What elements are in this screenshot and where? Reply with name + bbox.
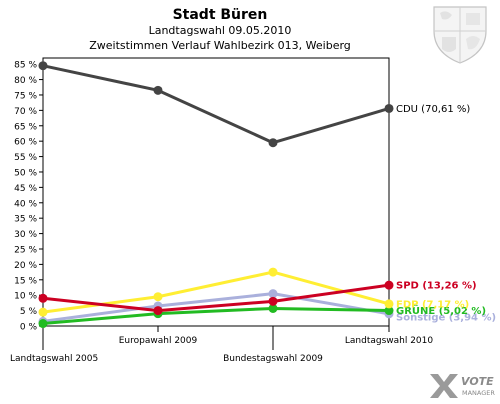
series-end-label: GRÜNE (5,02 %) xyxy=(396,303,486,317)
y-tick-label: 60 % xyxy=(14,138,37,148)
x-tick-label: Landtagswahl 2010 xyxy=(345,336,434,346)
series-end-label: CDU (70,61 %) xyxy=(396,104,470,115)
data-point xyxy=(38,61,48,71)
series-line-spd xyxy=(42,283,390,313)
x-tick-label: Landtagswahl 2005 xyxy=(10,354,98,364)
data-point xyxy=(38,319,48,329)
data-point xyxy=(268,303,278,313)
y-tick-label: 15 % xyxy=(14,276,37,286)
y-tick-label: 40 % xyxy=(14,199,37,209)
data-point xyxy=(384,306,394,316)
y-tick-label: 0 % xyxy=(20,323,38,333)
y-tick-label: 75 % xyxy=(14,91,37,101)
logo-text-manager: MANAGER xyxy=(462,389,495,397)
coat-of-arms-icon xyxy=(433,6,487,64)
y-tick-label: 10 % xyxy=(14,292,37,302)
y-tick-label: 5 % xyxy=(20,307,38,317)
data-point xyxy=(384,103,394,113)
data-point xyxy=(268,296,278,306)
series-layer xyxy=(38,61,394,329)
logo-text-vote: VOTE xyxy=(461,375,494,388)
series-line-grne xyxy=(42,306,390,326)
series-end-label: FDP (7,17 %) xyxy=(396,299,469,310)
data-point xyxy=(38,307,48,317)
series-line-cdu xyxy=(42,64,390,145)
chart-subtitle-date: Landtagswahl 09.05.2010 xyxy=(149,24,292,37)
checkmark-x-icon xyxy=(430,374,458,398)
y-tick-label: 70 % xyxy=(14,107,37,117)
y-axis: 0 % 5 % 10 % 15 % 20 % 25 % 30 % 35 % 40 % 45 % 50… xyxy=(14,61,43,333)
data-point xyxy=(384,280,394,290)
x-axis: Landtagswahl 2005 Europawahl 2009 Bundesta… xyxy=(10,326,433,364)
plot-area xyxy=(42,57,390,327)
y-tick-label: 30 % xyxy=(14,230,37,240)
series-end-labels: Sonstige (3,94 %)GRÜNE (5,02 %)FDP (7,17… xyxy=(396,104,496,323)
series-end-label: Sonstige (3,94 %) xyxy=(396,312,496,323)
data-point xyxy=(38,293,48,303)
y-tick-label: 35 % xyxy=(14,215,37,225)
x-tick-label: Bundestagswahl 2009 xyxy=(223,354,323,364)
data-point xyxy=(384,299,394,309)
data-point xyxy=(153,85,163,95)
y-tick-label: 20 % xyxy=(14,261,37,271)
chart-title: Stadt Büren xyxy=(173,7,268,23)
y-tick-label: 65 % xyxy=(14,122,37,132)
series-line-sonstige xyxy=(42,292,390,323)
data-point xyxy=(268,267,278,277)
data-point xyxy=(268,289,278,299)
chart-subtitle-district: Zweitstimmen Verlauf Wahlbezirk 013, Wei… xyxy=(89,39,351,52)
data-point xyxy=(153,306,163,316)
x-tick-label: Europawahl 2009 xyxy=(119,336,198,346)
data-point xyxy=(153,292,163,302)
data-point xyxy=(268,138,278,148)
y-tick-label: 85 % xyxy=(14,61,37,71)
vote-manager-logo: VOTE MANAGER xyxy=(430,374,495,398)
y-tick-label: 50 % xyxy=(14,168,37,178)
y-tick-label: 80 % xyxy=(14,76,37,86)
series-end-label: SPD (13,26 %) xyxy=(396,281,477,292)
y-tick-label: 45 % xyxy=(14,184,37,194)
y-tick-label: 25 % xyxy=(14,245,37,255)
y-tick-label: 55 % xyxy=(14,153,37,163)
